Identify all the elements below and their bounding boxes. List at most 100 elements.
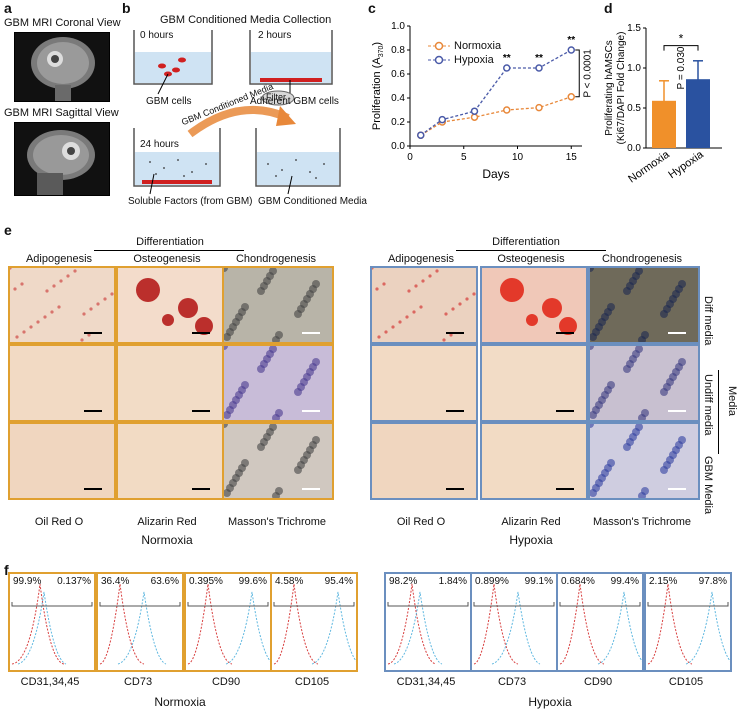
scale-bar [302,332,320,334]
legend-hypoxia: Hypoxia [428,54,494,66]
legend-normoxia-label: Normoxia [454,40,502,52]
d-sig-bracket [663,45,699,51]
c-point [417,131,425,139]
label-2-hours: 2 hours [258,30,292,41]
flow-marker-label: CD90 [211,676,241,688]
flow-marker-label: CD73 [497,676,527,688]
flow-pct-negative: 98.2% [389,576,418,587]
flow-pct-positive: 0.137% [57,576,91,587]
c-xtick-label: 10 [512,152,524,163]
c-xtick-label: 15 [566,152,578,163]
scale-bar [192,488,210,490]
label-adherent: Adherent GBM cells [250,96,339,107]
flow-pct-negative: 4.58% [275,576,304,587]
f-normoxia-label: Normoxia [154,695,206,709]
scale-bar [446,332,464,334]
normoxia-flow-cd90: 0.395% 99.6% [184,572,272,672]
d-pvalue: P = 0.030 [676,46,687,89]
flow-pct-negative: 99.9% [13,576,42,587]
scale-bar [668,332,686,334]
c-point [535,103,543,112]
flow-pct-negative: 0.684% [561,576,595,587]
sagittal-title: GBM MRI Sagittal View [4,107,119,119]
scale-bar [556,488,574,490]
row-undiff-media: Undiff media [702,374,714,436]
c-pvalue: P < 0.0001 [582,49,593,98]
flow-pct-negative: 0.395% [189,576,223,587]
c-sig-mark: ** [503,53,511,64]
normoxia-micrograph-diff-adipo [8,266,116,344]
n-stain-oil-red: Oil Red O [34,516,84,528]
hypoxia-micrograph-gbm-chondro [588,422,700,500]
normoxia-diff-line [94,250,244,251]
h-stain-masson: Masson's Trichrome [592,516,692,528]
c-ylabel: Proliferation (A370) [371,42,385,130]
h-col-chondrogenesis: Chondrogenesis [601,253,683,265]
scale-bar [446,488,464,490]
h-col-adipogenesis: Adipogenesis [387,253,455,265]
c-series-line-0 [420,96,572,136]
c-series-line-1 [420,49,572,136]
filter-label: Filter [266,92,286,102]
panel-d-label: d [604,0,613,16]
d-ytick-label: 1.0 [627,63,641,74]
media-bracket-line [718,370,719,454]
hypoxia-flow-cd105: 2.15% 97.8% [644,572,732,672]
flow-pct-positive: 1.84% [438,576,467,587]
scale-bar [668,410,686,412]
normoxia-micrograph-gbm-adipo [8,422,116,500]
scale-bar [668,488,686,490]
flow-marker-label: CD105 [668,676,704,688]
panel-f-label: f [4,562,9,578]
flow-pct-negative: 0.899% [475,576,509,587]
d-sig-mark: * [679,32,684,46]
f-hypoxia-label: Hypoxia [528,695,572,709]
d-ytick-label: 0.5 [627,103,641,114]
legend-normoxia: Normoxia [428,40,501,52]
flow-pct-positive: 97.8% [698,576,727,587]
legend-hypoxia-label: Hypoxia [454,54,494,66]
c-ytick-label: 1.0 [391,21,405,32]
hypoxia-flow-cd313445: 98.2% 1.84% [384,572,472,672]
normoxia-flow-cd73: 36.4% 63.6% [96,572,184,672]
media-label: Media [726,386,738,416]
n-col-adipogenesis: Adipogenesis [25,253,93,265]
flow-marker-label: CD105 [294,676,330,688]
hypoxia-micrograph-undiff-osteo [480,344,588,422]
normoxia-differentiation-label: Differentiation [136,236,204,248]
c-ytick-label: 0.0 [391,141,405,152]
h-stain-oil-red: Oil Red O [396,516,446,528]
hypoxia-micrograph-gbm-adipo [370,422,478,500]
n-col-osteogenesis: Osteogenesis [133,253,201,265]
scale-bar [84,410,102,412]
c-ytick-label: 0.6 [391,69,405,80]
n-col-chondrogenesis: Chondrogenesis [235,253,317,265]
scale-bar [84,332,102,334]
n-stain-alizarin: Alizarin Red [137,516,197,528]
hypoxia-micrograph-gbm-osteo [480,422,588,500]
d-ylabel-line1: Proliferating hAMSCs [604,40,615,136]
c-point [567,93,575,101]
c-point [503,106,511,114]
scale-bar [556,332,574,334]
scale-bar [192,410,210,412]
flow-pct-negative: 36.4% [101,576,130,587]
hypoxia-micrograph-diff-osteo [480,266,588,344]
c-xtick-label: 0 [407,152,413,163]
normoxia-micrograph-undiff-chondro [222,344,334,422]
row-diff-media: Diff media [702,296,714,346]
scale-bar [84,488,102,490]
normoxia-micrograph-gbm-chondro [222,422,334,500]
hypoxia-micrograph-diff-adipo [370,266,478,344]
c-sig-mark: ** [535,53,543,64]
c-xtick-label: 5 [461,152,467,163]
scale-bar [192,332,210,334]
normoxia-micrograph-undiff-osteo [116,344,224,422]
panel-c-label: c [368,0,376,16]
normoxia-flow-cd313445: 99.9% 0.137% [8,572,96,672]
c-xlabel: Days [482,167,509,181]
panel-a-label: a [4,0,12,16]
label-0-hours: 0 hours [140,30,174,41]
c-point [470,107,479,115]
flow-marker-label: CD73 [123,676,153,688]
